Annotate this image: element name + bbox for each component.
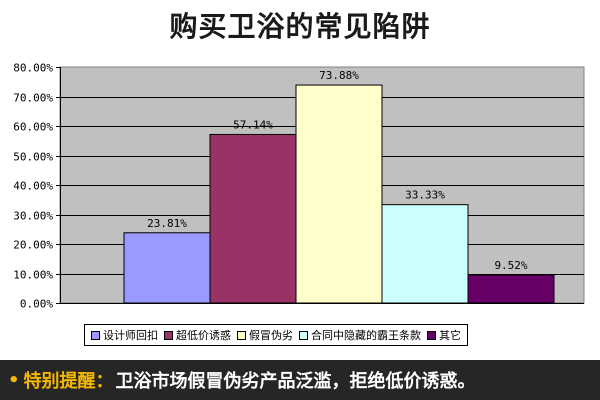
bar	[295, 84, 383, 304]
legend-label: 合同中隐藏的霸王条款	[311, 329, 421, 342]
data-label: 33.33%	[405, 189, 445, 202]
legend-label: 超低价诱惑	[176, 329, 231, 342]
legend-swatch	[299, 330, 308, 340]
legend-label: 假冒伪劣	[249, 329, 293, 342]
data-label: 9.52%	[494, 259, 527, 272]
y-tick-label: 0.00%	[20, 298, 53, 311]
bar	[209, 133, 297, 304]
data-label: 23.81%	[147, 217, 187, 230]
legend-item: 其它	[427, 327, 461, 343]
y-tick-label: 50.00%	[13, 151, 53, 164]
y-tick-label: 80.00%	[13, 62, 53, 75]
y-tick-label: 30.00%	[13, 210, 53, 223]
bar	[381, 204, 469, 304]
data-label: 73.88%	[319, 69, 359, 82]
y-tick-label: 20.00%	[13, 239, 53, 252]
reminder-banner: • 特别提醒 ： 卫浴市场假冒伪劣产品泛滥，拒绝低价诱惑。	[0, 360, 600, 400]
y-tick-label: 70.00%	[13, 92, 53, 105]
legend-item: 设计师回扣	[91, 327, 158, 343]
legend-swatch	[427, 330, 436, 340]
legend-swatch	[91, 330, 100, 340]
banner-bullet: •	[8, 369, 20, 391]
y-tick-label: 40.00%	[13, 180, 53, 193]
legend-label: 设计师回扣	[103, 329, 158, 342]
chart-legend: 设计师回扣 超低价诱惑 假冒伪劣 合同中隐藏的霸王条款 其它	[84, 324, 468, 346]
banner-colon: ：	[95, 371, 114, 392]
legend-item: 超低价诱惑	[164, 327, 231, 343]
legend-swatch	[164, 330, 173, 340]
legend-swatch	[237, 330, 246, 340]
bar	[467, 274, 555, 304]
data-label: 57.14%	[233, 118, 273, 131]
banner-label: 特别提醒	[23, 371, 96, 392]
chart-title: 购买卫浴的常见陷阱	[169, 10, 431, 43]
legend-item: 合同中隐藏的霸王条款	[299, 327, 421, 343]
y-tick-label: 60.00%	[13, 121, 53, 134]
banner-text: 卫浴市场假冒伪劣产品泛滥，拒绝低价诱惑。	[115, 371, 476, 392]
legend-label: 其它	[439, 329, 461, 342]
legend-item: 假冒伪劣	[237, 327, 293, 343]
bar-chart: 0.00% 10.00% 20.00% 30.00% 40.00% 50.00% 60.00…	[13, 62, 585, 311]
bar	[123, 232, 211, 304]
y-tick-label: 10.00%	[13, 269, 53, 282]
